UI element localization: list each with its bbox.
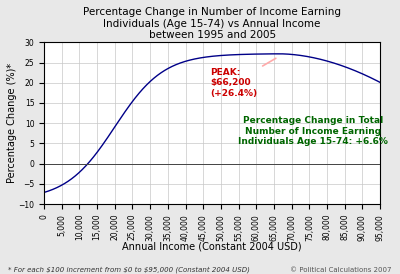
Text: Percentage Change in Total
Number of Income Earning
Individuals Age 15-74: +6.6%: Percentage Change in Total Number of Inc… — [238, 116, 388, 146]
Text: PEAK:
$66,200
(+26.4%): PEAK: $66,200 (+26.4%) — [210, 58, 276, 98]
Text: © Political Calculations 2007: © Political Calculations 2007 — [290, 267, 392, 273]
Text: * For each $100 increment from $0 to $95,000 (Constant 2004 USD): * For each $100 increment from $0 to $95… — [8, 266, 250, 273]
Y-axis label: Percentage Change (%)*: Percentage Change (%)* — [7, 63, 17, 183]
Title: Percentage Change in Number of Income Earning
Individuals (Age 15-74) vs Annual : Percentage Change in Number of Income Ea… — [83, 7, 341, 40]
X-axis label: Annual Income (Constant 2004 USD): Annual Income (Constant 2004 USD) — [122, 242, 302, 252]
